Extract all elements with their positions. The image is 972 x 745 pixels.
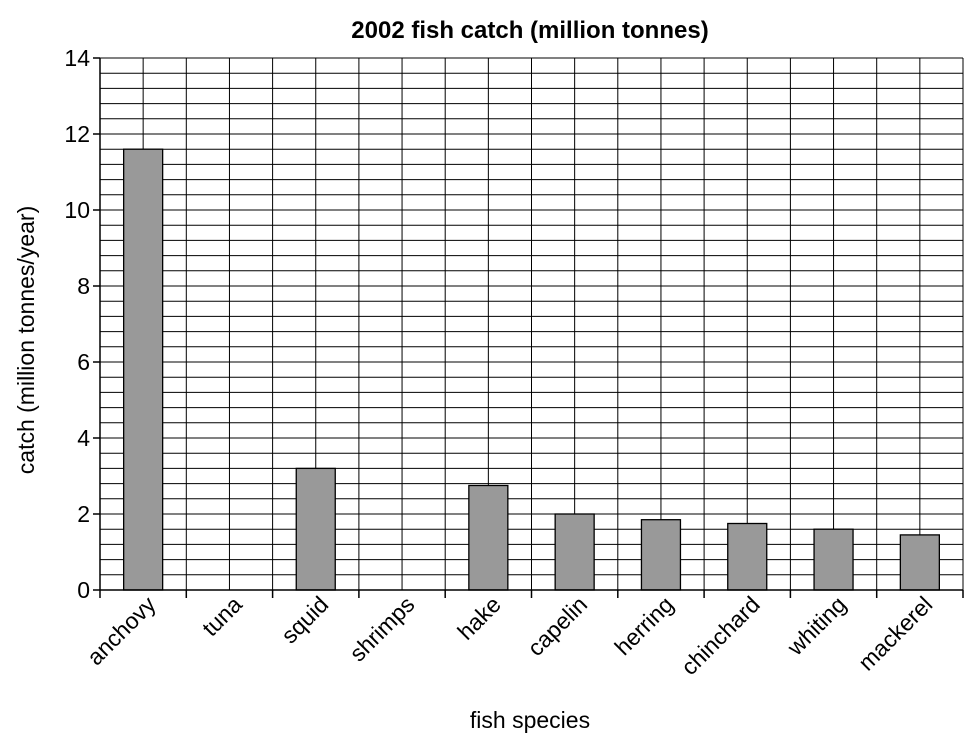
- x-tick-label-tuna: tuna: [197, 591, 247, 641]
- chart-title: 2002 fish catch (million tonnes): [351, 17, 708, 44]
- bars: [123, 148, 940, 591]
- bar-anchovy: [123, 148, 164, 591]
- bar-squid: [295, 467, 336, 591]
- y-axis-title: catch (million tonnes/year): [13, 206, 39, 474]
- x-axis-title: fish species: [470, 707, 590, 733]
- axes: [93, 57, 964, 598]
- x-tick-label-anchovy: anchovy: [82, 591, 161, 670]
- bar-mackerel: [899, 534, 940, 591]
- y-tick-label: 0: [77, 577, 90, 603]
- x-tick-label-squid: squid: [276, 591, 333, 648]
- y-tick-label: 10: [64, 197, 90, 223]
- x-tick-label-whiting: whiting: [781, 591, 851, 661]
- y-tick-label: 6: [77, 349, 90, 375]
- bar-capelin: [554, 513, 595, 591]
- grid-lines: [100, 57, 964, 590]
- x-tick-label-chinchard: chinchard: [676, 591, 765, 680]
- x-tick-label-capelin: capelin: [522, 591, 592, 661]
- bar-hake: [468, 484, 509, 591]
- y-tick-label: 2: [77, 501, 90, 527]
- x-tick-label-shrimps: shrimps: [344, 591, 419, 666]
- bar-herring: [640, 519, 682, 591]
- bar-chinchard: [727, 522, 768, 591]
- y-tick-label: 14: [64, 45, 90, 71]
- y-tick-label: 12: [64, 121, 90, 147]
- x-tick-labels: anchovy tuna squid shrimps hake capelin herrin…: [82, 591, 938, 680]
- x-tick-label-herring: herring: [609, 591, 678, 660]
- y-tick-label: 4: [77, 425, 90, 451]
- y-tick-label: 8: [77, 273, 90, 299]
- bar-whiting: [813, 528, 854, 591]
- x-tick-label-mackerel: mackerel: [853, 591, 937, 675]
- x-tick-label-hake: hake: [452, 591, 506, 645]
- y-tick-labels: 0 2 4 6 8 10 12 14: [64, 45, 90, 603]
